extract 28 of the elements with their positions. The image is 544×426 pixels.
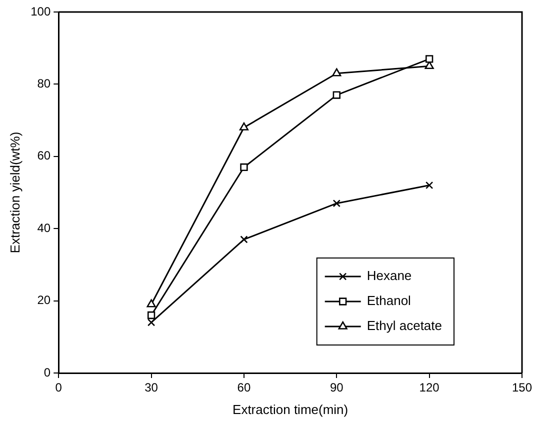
y-tick-label: 100	[30, 4, 51, 18]
point	[332, 200, 340, 208]
point	[239, 122, 249, 130]
x-tick-label: 0	[55, 380, 62, 395]
point	[240, 236, 248, 244]
point	[332, 68, 342, 76]
legend-label: Ethanol	[366, 293, 412, 308]
point	[332, 91, 340, 99]
point	[425, 181, 434, 190]
x-axis-title: Extraction time(min)	[232, 402, 348, 417]
x-tick-label: 60	[237, 380, 251, 395]
y-tick-label: 20	[37, 293, 51, 308]
y-axis-title: Extraction yield(wt%)	[7, 132, 22, 254]
y-tick-label: 80	[37, 76, 51, 91]
point	[147, 311, 156, 320]
x-tick-label: 120	[419, 380, 440, 395]
point	[147, 318, 156, 326]
x-tick-label: 90	[330, 380, 344, 395]
x-tick-label: 150	[512, 380, 532, 395]
y-tick-label: 40	[37, 220, 51, 235]
point	[240, 163, 248, 172]
point	[146, 299, 156, 308]
x-tick-label: 30	[144, 380, 158, 395]
point	[425, 55, 434, 63]
y-tick-label: 0	[44, 365, 51, 380]
legend-label: Hexane	[366, 268, 412, 284]
legend-label: Ethyl acetate	[366, 318, 442, 334]
y-tick-label: 60	[37, 148, 51, 163]
